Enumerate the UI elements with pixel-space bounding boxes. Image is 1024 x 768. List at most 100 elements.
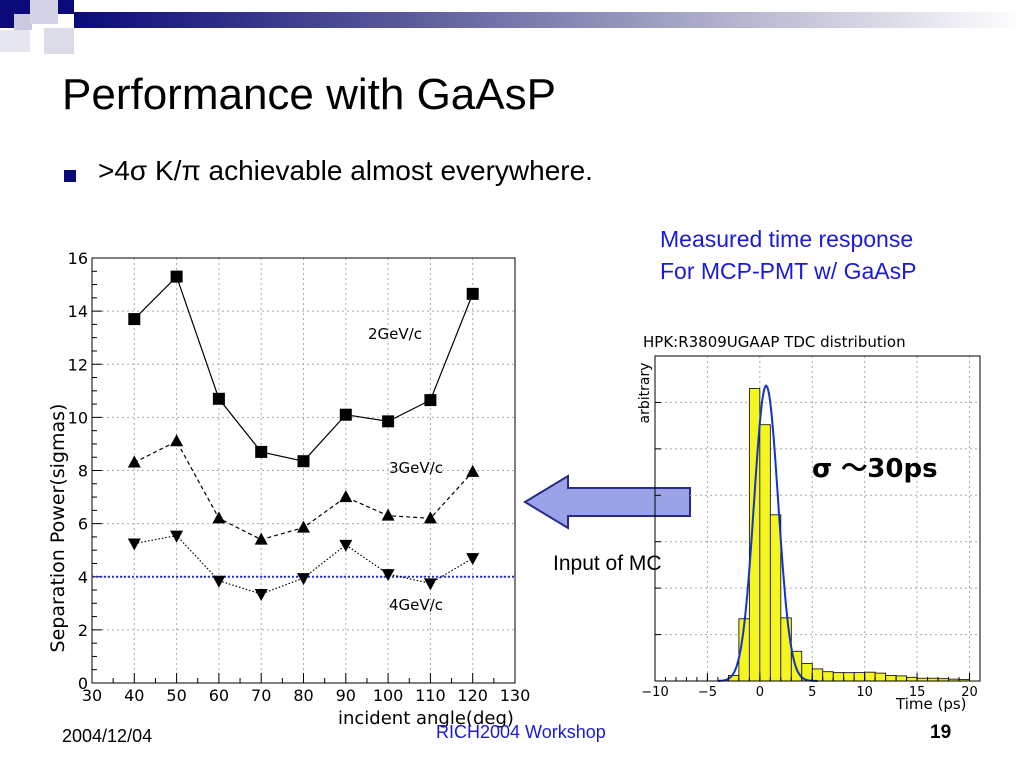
page-number: 19	[930, 722, 952, 743]
chart1-tick-label-y: 0	[78, 674, 88, 693]
chart1-point-square	[466, 287, 479, 300]
header-gradient-bar	[74, 12, 1024, 28]
chart1-point-triangle-up	[127, 455, 141, 468]
chart1-point-square	[212, 392, 225, 405]
chart1-y-axis-label: Separation Power(sigmas)	[47, 404, 69, 653]
separation-power-chart: 30 40 50 60 70 80 90 100 110 120 1300246810121416 …	[47, 249, 531, 729]
chart1-series-label-4gev: 4GeV/c	[389, 596, 443, 614]
chart2-tick-label-x: −10	[641, 685, 668, 700]
chart2-bar	[864, 671, 876, 682]
chart2-bar	[832, 672, 845, 682]
chart2-bar	[759, 424, 771, 682]
chart1-point-triangle-up	[381, 508, 395, 521]
chart1-point-triangle-up	[212, 511, 226, 524]
chart1-tick-label-y: 4	[78, 568, 88, 587]
input-of-mc-label: Input of MC	[553, 552, 662, 575]
header-square-light	[14, 14, 32, 30]
chart2-bar	[906, 676, 918, 682]
chart2-title: HPK:R3809UGAAP TDC distribution	[643, 333, 906, 351]
chart1-point-triangle-up	[254, 532, 268, 545]
chart2-tick-label-x: 15	[909, 685, 926, 700]
chart1-point-square	[382, 415, 395, 428]
chart1-point-triangle-down	[127, 538, 141, 551]
chart1-point-triangle-down	[339, 539, 353, 552]
chart2-tick-label-x: 0	[756, 685, 764, 700]
chart1-point-square	[424, 394, 437, 407]
chart1-tick-label-x: 50	[166, 686, 186, 705]
chart2-bar	[895, 675, 908, 682]
chart1-series-label-2gev: 2GeV/c	[368, 325, 422, 343]
chart2-sigma-annotation: σ ～30ps	[812, 454, 938, 484]
bullet-square-icon	[64, 170, 76, 182]
chart1-tick-label-y: 12	[68, 355, 88, 374]
measured-response-label-line2: For MCP-PMT w/ GaAsP	[660, 258, 917, 284]
chart2-bar	[885, 675, 897, 682]
chart1-point-triangle-down	[466, 553, 480, 566]
chart1-point-square	[255, 445, 268, 458]
chart1-tick-label-x: 40	[124, 686, 144, 705]
chart2-x-axis-label: Time (ps)	[895, 695, 967, 713]
footer-event: RICH2004 Workshop	[436, 722, 606, 742]
chart1-point-square	[128, 313, 141, 326]
chart1-series-line-2	[134, 534, 474, 595]
slide-title: Performance with GaAsP	[62, 70, 556, 119]
footer-date: 2004/12/04	[62, 726, 153, 746]
chart1-tick-label-x: 80	[293, 686, 313, 705]
chart1-ticks: 30 40 50 60 70 80 90 100 110 120 130 0 2 4 6 8 10 12 14 16	[68, 249, 531, 705]
header-square-light2	[0, 30, 30, 52]
chart2-y-axis-label: arbitrary	[637, 363, 653, 424]
chart2-bar	[874, 672, 887, 682]
chart2-tick-label-x: 10	[856, 685, 873, 700]
chart1-tick-label-x: 100	[373, 686, 404, 705]
chart2-bar	[780, 617, 792, 682]
chart1-point-triangle-down	[170, 530, 184, 543]
chart1-point-triangle-up	[466, 464, 480, 477]
chart1-series-label-3gev: 3GeV/c	[389, 459, 443, 477]
chart1-tick-label-y: 6	[78, 515, 88, 534]
left-arrow-icon	[523, 474, 691, 530]
chart1-point-triangle-down	[381, 569, 395, 582]
chart2-ticks: −10 −5 0 5 10 15 20	[641, 401, 981, 700]
chart2-bar	[843, 672, 855, 682]
chart1-point-square	[170, 270, 183, 283]
chart1-tick-label-y: 8	[78, 462, 88, 481]
chart1-tick-label-x: 90	[336, 686, 356, 705]
chart2-bar	[853, 672, 866, 682]
chart1-point-triangle-up	[297, 520, 310, 533]
bullet-text: >4σ K/π achievable almost everywhere.	[98, 155, 593, 186]
chart2-bar	[769, 514, 782, 682]
chart1-point-square	[297, 455, 310, 468]
chart1-tick-label-y: 16	[68, 249, 88, 268]
chart2-histogram	[727, 388, 970, 682]
chart1-tick-label-x: 60	[209, 686, 229, 705]
chart1-point-triangle-down	[297, 573, 310, 586]
chart1-tick-label-y: 10	[68, 408, 88, 427]
header-square-mid	[30, 0, 58, 24]
chart1-point-triangle-up	[170, 434, 184, 447]
chart2-bar	[822, 671, 834, 682]
chart2-grid	[655, 356, 980, 681]
chart2-tick-label-x: 5	[808, 685, 816, 700]
header-square-dark2	[58, 0, 74, 14]
chart1-point-triangle-up	[339, 490, 353, 503]
measured-response-label-line1: Measured time response	[660, 226, 914, 252]
header-decoration	[0, 0, 1024, 54]
chart2-gaussian-fit	[717, 384, 818, 682]
chart1-point-triangle-down	[254, 589, 268, 602]
chart1-tick-label-x: 110	[415, 686, 446, 705]
chart2-frame	[654, 355, 981, 682]
chart2-bar	[811, 668, 824, 682]
chart1-tick-label-y: 2	[78, 621, 88, 640]
chart1-tick-label-x: 130	[500, 686, 531, 705]
chart1-tick-label-x: 30	[82, 686, 102, 705]
chart2-tick-label-x: −5	[698, 685, 717, 700]
chart1-x-axis-label: incident angle(deg)	[338, 708, 514, 729]
chart1-point-triangle-up	[423, 511, 437, 524]
chart1-point-triangle-down	[423, 578, 437, 591]
chart1-point-triangle-down	[212, 575, 226, 588]
chart1-tick-label-y: 14	[68, 302, 88, 321]
chart2-tick-label-x: 20	[961, 685, 978, 700]
header-square-small	[44, 28, 74, 54]
chart1-point-square	[339, 408, 352, 421]
chart1-grid	[92, 258, 515, 683]
